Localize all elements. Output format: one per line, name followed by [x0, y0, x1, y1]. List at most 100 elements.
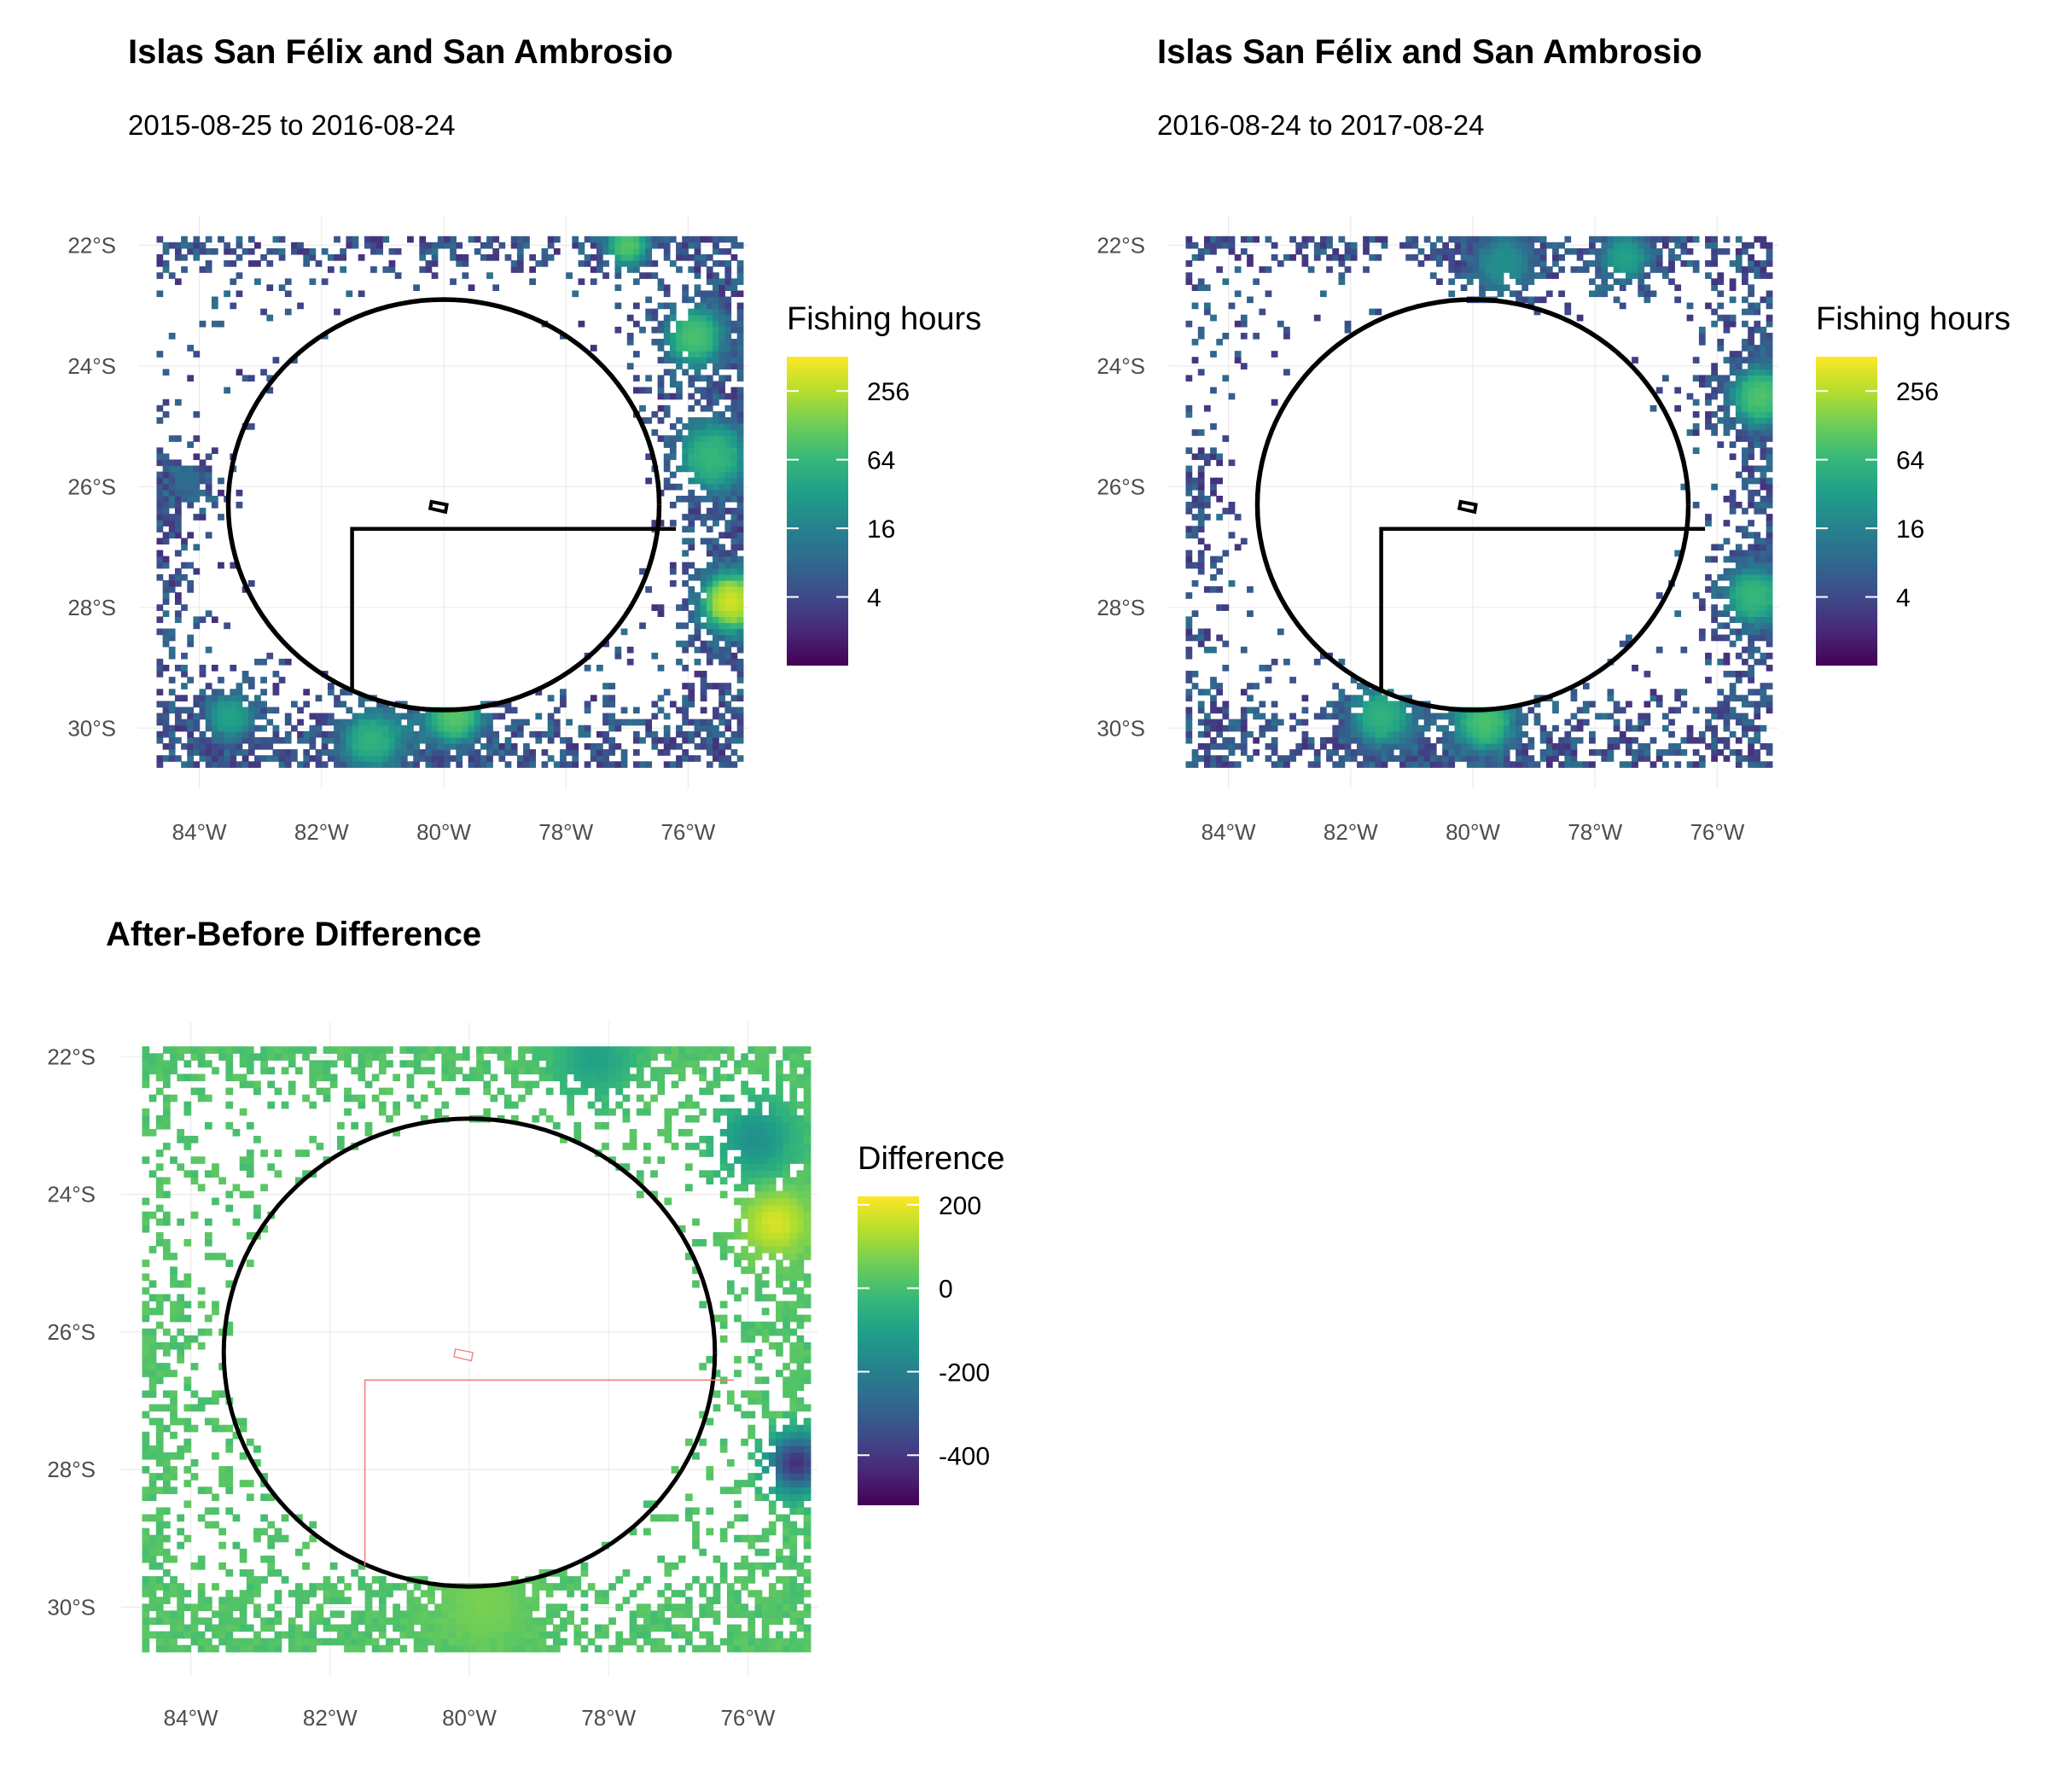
heatmap-tile — [645, 477, 653, 485]
heatmap-tile — [407, 719, 414, 726]
heatmap-tile — [669, 339, 677, 346]
heatmap-tile — [142, 1411, 150, 1419]
heatmap-tile — [1417, 761, 1425, 768]
heatmap-tile — [719, 749, 725, 756]
heatmap-tile — [419, 266, 427, 273]
heatmap-tile — [1326, 253, 1333, 261]
heatmap-tile — [1552, 707, 1559, 714]
heatmap-tile — [204, 1314, 212, 1323]
heatmap-tile — [205, 736, 212, 744]
heatmap-tile — [1265, 677, 1272, 684]
heatmap-tile — [719, 586, 725, 593]
heatmap-tile — [1766, 296, 1773, 304]
heatmap-tile — [730, 351, 738, 358]
heatmap-tile — [523, 742, 530, 750]
heatmap-tile — [272, 357, 280, 364]
heatmap-tile — [736, 320, 744, 328]
heatmap-tile — [340, 761, 347, 768]
heatmap-tile — [724, 586, 732, 593]
heatmap-tile — [1326, 701, 1333, 708]
heatmap-tile — [1754, 713, 1761, 720]
heatmap-tile — [1742, 724, 1748, 732]
heatmap-tile — [1271, 742, 1278, 750]
heatmap-tile — [239, 1548, 247, 1556]
heatmap-tile — [584, 664, 591, 672]
heatmap-tile — [1754, 689, 1761, 695]
heatmap-tile — [199, 514, 207, 521]
heatmap-tile — [492, 247, 500, 255]
heatmap-tile — [224, 387, 230, 394]
heatmap-tile — [1760, 381, 1767, 388]
heatmap-tile — [1766, 339, 1773, 346]
heatmap-tile — [1197, 538, 1205, 545]
heatmap-tile — [278, 236, 286, 243]
heatmap-tile — [462, 749, 469, 756]
heatmap-tile — [1595, 749, 1602, 756]
heatmap-tile — [1240, 363, 1248, 369]
heatmap-tile — [1381, 236, 1388, 243]
heatmap-tile — [1766, 381, 1773, 388]
heatmap-tile — [1613, 247, 1620, 255]
heatmap-tile — [370, 730, 377, 738]
heatmap-tile — [1363, 724, 1370, 732]
heatmap-tile — [694, 502, 701, 509]
heatmap-tile — [288, 1624, 296, 1632]
heatmap-tile — [626, 247, 634, 255]
heatmap-tile — [1760, 465, 1767, 473]
heatmap-tile — [706, 483, 713, 491]
heatmap-tile — [713, 393, 719, 400]
heatmap-tile — [1742, 465, 1748, 473]
heatmap-tile — [267, 1644, 276, 1653]
heatmap-tile — [382, 719, 390, 726]
heatmap-tile — [1680, 483, 1688, 491]
heatmap-tile — [358, 1638, 366, 1646]
heatmap-tile — [497, 1624, 505, 1632]
heatmap-tile — [1766, 604, 1773, 611]
heatmap-tile — [236, 241, 243, 249]
heatmap-tile — [1607, 284, 1615, 292]
heatmap-tile — [456, 736, 463, 744]
heatmap-tile — [358, 1053, 366, 1061]
heatmap-tile — [736, 471, 744, 479]
heatmap-tile — [162, 1246, 171, 1254]
heatmap-tile — [1735, 357, 1743, 364]
heatmap-tile — [1197, 447, 1205, 455]
heatmap-tile — [225, 1073, 234, 1082]
heatmap-tile — [142, 1644, 150, 1653]
heatmap-tile — [694, 308, 701, 316]
heatmap-tile — [406, 1617, 415, 1626]
heatmap-tile — [1619, 761, 1626, 768]
heatmap-tile — [1332, 742, 1340, 750]
heatmap-tile — [193, 544, 201, 551]
heatmap-tile — [241, 677, 249, 684]
heatmap-tile — [639, 253, 646, 261]
heatmap-tile — [344, 1624, 352, 1632]
heatmap-tile — [1748, 308, 1754, 316]
heatmap-tile — [1473, 713, 1480, 720]
heatmap-tile — [1454, 247, 1462, 255]
heatmap-tile — [1711, 634, 1718, 642]
heatmap-tile — [1533, 236, 1541, 243]
heatmap-tile — [193, 489, 201, 497]
heatmap-tile — [688, 435, 695, 442]
heatmap-tile — [1485, 724, 1492, 732]
heatmap-tile — [694, 592, 701, 599]
heatmap-tile — [1338, 755, 1346, 762]
heatmap-tile — [174, 724, 182, 732]
heatmap-tile — [241, 719, 249, 726]
heatmap-tile — [1344, 707, 1352, 714]
heatmap-tile — [1748, 556, 1754, 563]
heatmap-tile — [736, 664, 744, 672]
heatmap-tile — [142, 1610, 150, 1619]
heatmap-tile — [358, 290, 365, 298]
heatmap-tile — [1668, 730, 1675, 738]
heatmap-tile — [1363, 241, 1370, 249]
heatmap-tile — [1191, 761, 1199, 768]
heatmap-tile — [682, 640, 689, 648]
heatmap-tile — [587, 1067, 596, 1075]
heatmap-tile — [567, 1067, 574, 1075]
heatmap-tile — [657, 284, 665, 292]
heatmap-tile — [1363, 236, 1370, 243]
heatmap-tile — [1344, 695, 1352, 702]
heatmap-tile — [204, 1060, 212, 1068]
